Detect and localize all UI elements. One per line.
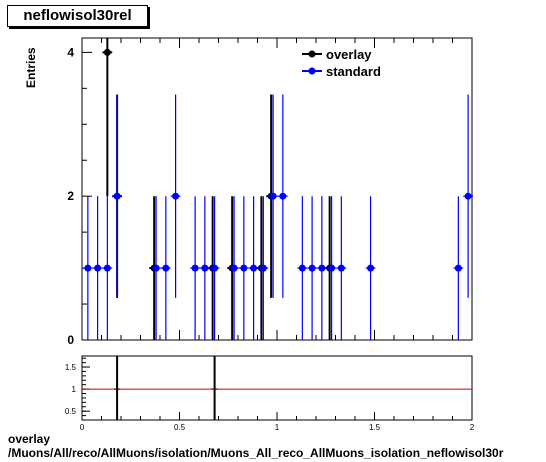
footer: overlay /Muons/All/reco/AllMuons/isolati… (8, 432, 503, 460)
ratio-point (114, 356, 121, 420)
standard-point (277, 94, 288, 298)
y-tick-label: 0 (67, 333, 74, 347)
standard-point-marker (201, 264, 209, 272)
standard-point-marker (337, 264, 345, 272)
standard-point-marker (328, 264, 336, 272)
standard-point-marker (464, 192, 472, 200)
standard-point (151, 196, 161, 340)
standard-point (268, 94, 278, 298)
standard-point-marker (94, 264, 102, 272)
standard-point (316, 196, 327, 340)
main-plot-axes: 0 2 4 (67, 38, 473, 347)
standard-point-marker (230, 264, 238, 272)
standard-point (112, 94, 122, 298)
standard-point (190, 196, 200, 340)
ratio-x-tick-label: 0.5 (174, 423, 186, 430)
standard-point-marker (367, 264, 375, 272)
standard-point-marker (113, 192, 121, 200)
legend-label: standard (326, 64, 381, 79)
main-plot-border (81, 37, 473, 341)
standard-point-marker (103, 264, 111, 272)
standard-point-marker (191, 264, 199, 272)
standard-point (160, 196, 171, 340)
footer-line-2: /Muons/All/reco/AllMuons/isolation/Muons… (8, 446, 504, 460)
standard-point-marker (172, 192, 180, 200)
standard-point-marker (84, 264, 92, 272)
standard-point-marker (454, 264, 462, 272)
ratio-plot-border (81, 355, 473, 421)
legend-marker (308, 67, 316, 75)
ratio-y-tick-label: 0.5 (65, 407, 77, 416)
standard-point (297, 196, 308, 340)
standard-point (92, 196, 103, 340)
standard-point (102, 196, 113, 340)
standard-point-marker (259, 264, 267, 272)
ratio-plot-axes: 0.511.50 0.5 1 1.5 2 (65, 357, 475, 430)
standard-point (82, 196, 93, 340)
standard-point (209, 196, 220, 340)
standard-point-marker (250, 264, 258, 272)
ratio-x-tick-label: 0 (80, 423, 85, 430)
legend-label: overlay (326, 47, 372, 62)
ratio-plot-frame (81, 355, 473, 421)
standard-point (199, 196, 210, 340)
ratio-x-tick-label: 2 (470, 423, 475, 430)
standard-point-marker (240, 264, 248, 272)
standard-point (248, 196, 259, 340)
standard-point (229, 196, 239, 340)
overlay-point (102, 38, 113, 197)
footer-line-1: overlay (8, 432, 51, 446)
ratio-y-tick-label: 1.5 (65, 363, 77, 372)
standard-point-marker (269, 192, 277, 200)
main-plot-marks (82, 38, 473, 340)
legend-marker (308, 50, 316, 58)
standard-point (326, 196, 337, 340)
standard-point-marker (162, 264, 170, 272)
standard-point (238, 196, 249, 340)
ratio-x-tick-label: 1.5 (369, 423, 381, 430)
main-plot-frame (81, 37, 473, 341)
standard-point (336, 196, 347, 340)
y-tick-label: 4 (67, 45, 74, 59)
standard-point (453, 196, 464, 340)
standard-point-marker (318, 264, 326, 272)
histogram-title: neflowisol30rel (7, 5, 148, 27)
ratio-y-tick-label: 1 (72, 385, 77, 394)
y-tick-label: 2 (67, 189, 74, 203)
standard-point-marker (211, 264, 219, 272)
overlay-point-marker (103, 48, 111, 56)
standard-point-marker (152, 264, 160, 272)
ratio-plot-marks (114, 356, 218, 420)
standard-point (365, 196, 376, 340)
standard-point-marker (279, 192, 287, 200)
standard-point-marker (308, 264, 316, 272)
standard-point (307, 196, 317, 340)
standard-point-marker (298, 264, 306, 272)
standard-point (258, 196, 269, 340)
ratio-point (211, 356, 218, 420)
legend: overlay standard (302, 47, 381, 79)
standard-point (463, 94, 473, 298)
standard-point (170, 94, 181, 298)
ratio-x-tick-label: 1 (275, 423, 280, 430)
